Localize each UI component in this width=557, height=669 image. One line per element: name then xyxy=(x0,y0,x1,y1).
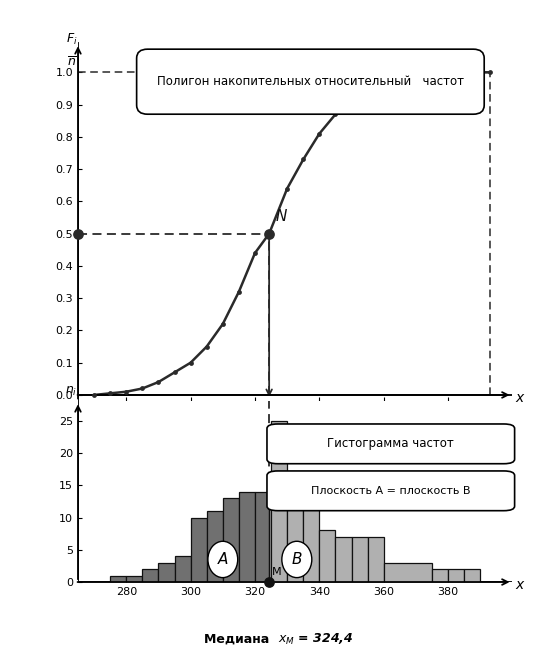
Bar xyxy=(384,563,432,582)
FancyBboxPatch shape xyxy=(136,50,484,114)
Point xyxy=(265,228,273,239)
FancyBboxPatch shape xyxy=(267,471,515,510)
Text: N: N xyxy=(276,209,287,224)
Point xyxy=(218,318,227,329)
Point xyxy=(122,387,131,397)
Point xyxy=(138,383,147,394)
Text: x: x xyxy=(516,391,524,405)
Text: Медиана: Медиана xyxy=(204,632,278,645)
Text: $n_i$: $n_i$ xyxy=(65,385,77,398)
Point xyxy=(460,69,468,80)
Bar xyxy=(432,569,448,582)
Text: $x_{M}$ = 324,4: $x_{M}$ = 324,4 xyxy=(278,632,354,648)
Point xyxy=(283,183,292,194)
Point xyxy=(363,90,372,100)
Bar xyxy=(110,575,126,582)
Bar xyxy=(239,492,255,582)
Bar xyxy=(255,492,269,582)
Bar xyxy=(269,492,271,582)
Point xyxy=(395,78,404,89)
Bar xyxy=(158,563,174,582)
Point xyxy=(74,228,82,239)
Point xyxy=(234,286,243,297)
Bar xyxy=(351,537,368,582)
Bar xyxy=(287,485,303,582)
Point xyxy=(299,154,307,165)
Bar xyxy=(174,556,190,582)
Point xyxy=(428,72,437,82)
Text: M: M xyxy=(272,567,282,577)
FancyBboxPatch shape xyxy=(267,424,515,464)
Bar xyxy=(271,421,287,582)
Bar xyxy=(143,569,158,582)
Bar xyxy=(303,485,319,582)
Point xyxy=(202,341,211,352)
Point xyxy=(476,67,485,78)
Text: Плоскость А = плоскость В: Плоскость А = плоскость В xyxy=(311,486,471,496)
Point xyxy=(170,367,179,378)
Point xyxy=(90,389,99,400)
Bar xyxy=(126,575,143,582)
Point xyxy=(265,577,273,587)
Text: B: B xyxy=(291,552,302,567)
Text: A: A xyxy=(218,552,228,567)
Text: Гистограмма частот: Гистограмма частот xyxy=(328,438,454,450)
Point xyxy=(486,67,495,78)
Point xyxy=(265,228,273,239)
Point xyxy=(443,70,452,81)
Bar xyxy=(448,569,464,582)
Bar xyxy=(335,537,351,582)
Bar xyxy=(368,537,384,582)
Point xyxy=(379,83,388,94)
Bar xyxy=(319,531,335,582)
Bar xyxy=(464,569,480,582)
Point xyxy=(251,248,260,258)
Point xyxy=(154,377,163,387)
Point xyxy=(347,96,356,107)
Point xyxy=(106,388,115,399)
Point xyxy=(186,357,195,368)
Bar xyxy=(190,518,207,582)
Bar xyxy=(223,498,239,582)
Point xyxy=(412,75,421,86)
Text: x: x xyxy=(516,578,524,592)
Bar xyxy=(207,511,223,582)
Text: Полигон накопительных относительный   частот: Полигон накопительных относительный част… xyxy=(157,75,464,88)
Text: $\overline{n}$: $\overline{n}$ xyxy=(67,56,76,69)
Text: $F_i$: $F_i$ xyxy=(66,31,77,47)
Text: M: M xyxy=(276,408,289,423)
Point xyxy=(331,109,340,120)
Point xyxy=(315,128,324,139)
